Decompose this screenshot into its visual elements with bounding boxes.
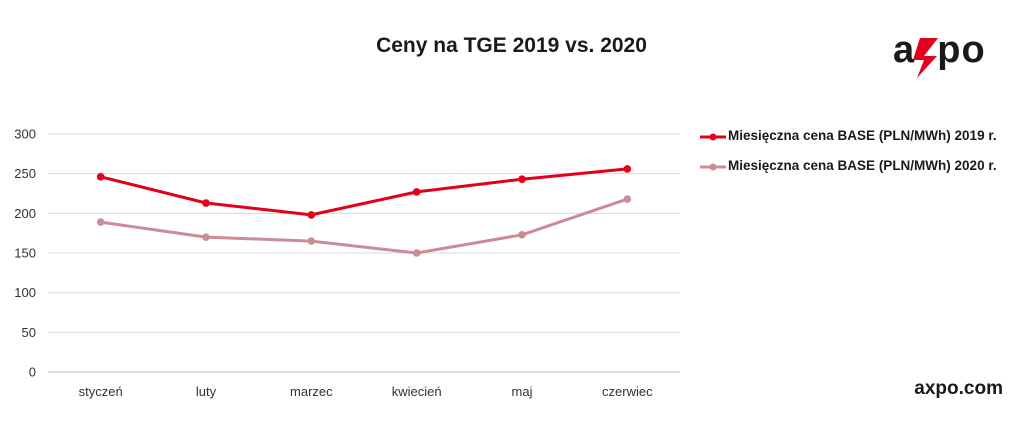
y-tick-label-150: 150 bbox=[14, 246, 36, 261]
x-tick-label-4: maj bbox=[512, 384, 533, 399]
data-point-2020-5 bbox=[623, 195, 632, 203]
axpo-logo: axpo bbox=[893, 29, 985, 78]
legend-label-2019: Miesięczna cena BASE (PLN/MWh) 2019 r. bbox=[728, 128, 997, 143]
legend-label-2020: Miesięczna cena BASE (PLN/MWh) 2020 r. bbox=[728, 158, 997, 173]
data-point-2020-3 bbox=[412, 249, 421, 257]
x-tick-label-0: styczeń bbox=[79, 384, 123, 399]
data-point-2019-5 bbox=[623, 165, 632, 173]
data-point-2020-0 bbox=[96, 218, 105, 226]
series-line-2020 bbox=[100, 197, 628, 255]
data-point-2019-3 bbox=[412, 188, 421, 196]
x-tick-label-3: kwiecień bbox=[392, 384, 442, 399]
data-point-2019-1 bbox=[202, 199, 210, 207]
x-tick-label-5: czerwiec bbox=[602, 384, 653, 399]
y-tick-label-50: 50 bbox=[22, 325, 36, 340]
data-point-2020-1 bbox=[202, 233, 210, 241]
y-tick-label-250: 250 bbox=[14, 166, 36, 181]
chart-title: Ceny na TGE 2019 vs. 2020 bbox=[376, 34, 647, 57]
data-point-2019-4 bbox=[518, 175, 526, 184]
series-line-2019 bbox=[100, 167, 628, 217]
y-tick-label-200: 200 bbox=[14, 206, 36, 221]
y-tick-label-300: 300 bbox=[14, 127, 36, 142]
data-point-2020-2 bbox=[307, 237, 316, 245]
website-link[interactable]: axpo.com bbox=[914, 378, 1003, 399]
logo-lightning-icon bbox=[913, 38, 938, 78]
data-point-2020-4 bbox=[518, 230, 526, 239]
data-point-2019-2 bbox=[307, 211, 316, 219]
x-tick-label-1: luty bbox=[196, 384, 217, 399]
y-tick-label-0: 0 bbox=[29, 365, 36, 380]
x-tick-label-2: marzec bbox=[290, 384, 333, 399]
legend-swatch-2019 bbox=[700, 133, 726, 141]
data-point-2019-0 bbox=[96, 173, 105, 181]
legend-swatch-2020 bbox=[700, 163, 726, 171]
y-tick-label-100: 100 bbox=[14, 285, 36, 300]
